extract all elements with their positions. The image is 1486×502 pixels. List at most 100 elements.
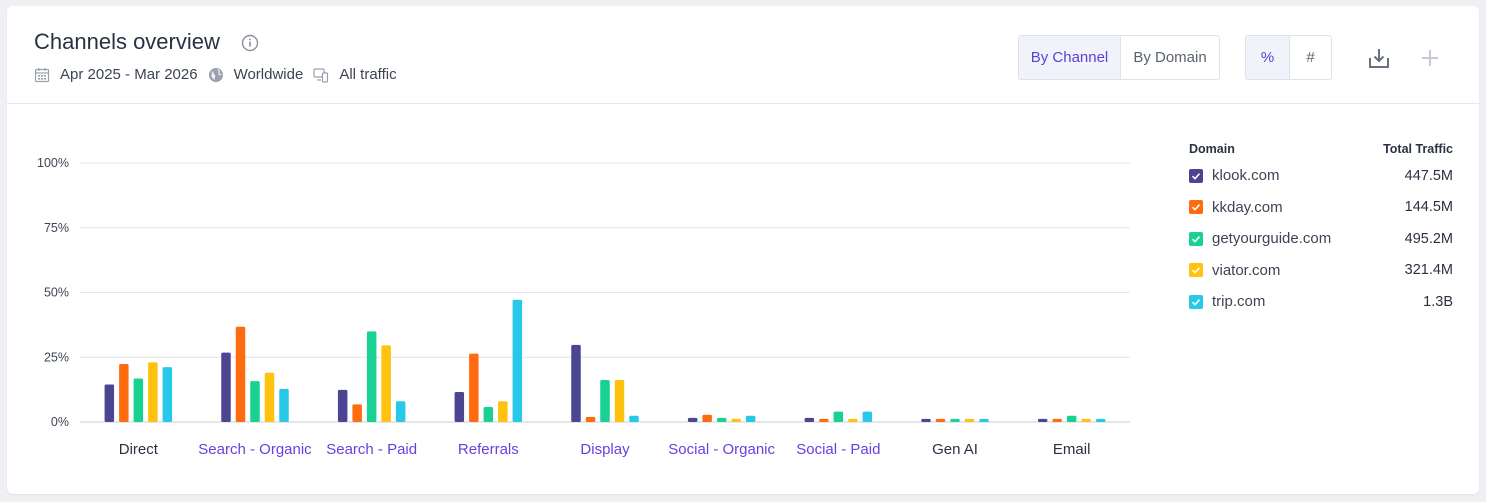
- bar-kkday-com: [1052, 418, 1062, 422]
- bar-getyourguide-com: [1066, 415, 1077, 422]
- bar-viator-com: [1081, 418, 1091, 422]
- bar-kkday-com: [819, 418, 829, 422]
- bar-klook-com: [337, 389, 348, 422]
- bar-getyourguide-com: [716, 417, 727, 422]
- bar-viator-com: [498, 401, 508, 422]
- y-tick-label: 0%: [51, 415, 69, 429]
- card-header: Channels overview Apr 2025 - Mar 2026 Wo…: [7, 6, 1479, 104]
- bar-getyourguide-com: [600, 380, 610, 422]
- bar-viator-com: [148, 362, 158, 422]
- legend-item[interactable]: getyourguide.com 495.2M: [1189, 223, 1453, 255]
- legend-header: Domain Total Traffic: [1189, 142, 1453, 160]
- bar-getyourguide-com: [950, 418, 960, 422]
- devices-icon: [313, 67, 329, 83]
- x-category-label[interactable]: Search - Paid: [326, 441, 417, 458]
- bar-kkday-com: [119, 363, 129, 422]
- number-button[interactable]: #: [1290, 36, 1331, 79]
- bar-viator-com: [848, 418, 858, 422]
- bar-klook-com: [687, 417, 698, 422]
- traffic-filter[interactable]: All traffic: [339, 66, 397, 83]
- y-tick-label: 75%: [44, 221, 69, 235]
- calendar-icon: [34, 67, 50, 82]
- bar-kkday-com: [235, 326, 246, 422]
- by-channel-button[interactable]: By Channel: [1019, 36, 1121, 79]
- legend-domain-name: trip.com: [1212, 293, 1266, 311]
- y-tick-label: 25%: [44, 350, 69, 364]
- checkbox-checked-icon[interactable]: [1189, 263, 1203, 278]
- bar-viator-com: [381, 345, 391, 422]
- bar-trip-com: [862, 411, 873, 422]
- bar-kkday-com: [469, 353, 479, 422]
- checkbox-checked-icon[interactable]: [1189, 231, 1203, 246]
- bar-getyourguide-com: [483, 406, 494, 422]
- bar-trip-com: [512, 299, 523, 422]
- by-domain-button[interactable]: By Domain: [1121, 36, 1219, 79]
- legend-domain-header: Domain: [1189, 142, 1235, 156]
- legend-domain-name: klook.com: [1212, 167, 1280, 185]
- bar-kkday-com: [702, 414, 712, 422]
- x-category-label: Email: [1053, 441, 1091, 458]
- percent-button[interactable]: %: [1246, 36, 1290, 79]
- view-toggle: By Channel By Domain: [1018, 35, 1220, 80]
- region-filter[interactable]: Worldwide: [233, 66, 304, 83]
- legend-item[interactable]: kkday.com 144.5M: [1189, 192, 1453, 224]
- add-icon[interactable]: [1418, 46, 1442, 70]
- bar-viator-com: [731, 418, 741, 422]
- x-category-label: Gen AI: [932, 441, 978, 458]
- legend-item[interactable]: viator.com 321.4M: [1189, 255, 1453, 287]
- checkbox-checked-icon[interactable]: [1189, 294, 1203, 309]
- legend-traffic-value: 495.2M: [1404, 230, 1453, 247]
- legend-domain-name: getyourguide.com: [1212, 230, 1332, 248]
- bar-getyourguide-com: [133, 378, 144, 422]
- bar-trip-com: [745, 415, 756, 422]
- x-category-label[interactable]: Display: [580, 441, 630, 458]
- bar-kkday-com: [935, 418, 946, 422]
- bar-trip-com: [979, 418, 989, 422]
- bar-klook-com: [571, 344, 581, 422]
- download-icon[interactable]: [1367, 46, 1391, 70]
- legend-item[interactable]: klook.com 447.5M: [1189, 160, 1453, 192]
- bar-viator-com: [264, 372, 275, 422]
- domain-legend: Domain Total Traffic klook.com 447.5M kkda…: [1189, 142, 1453, 318]
- bar-getyourguide-com: [833, 411, 844, 422]
- bar-trip-com: [162, 367, 173, 422]
- x-category-label[interactable]: Social - Organic: [668, 441, 775, 458]
- x-category-label[interactable]: Referrals: [458, 441, 519, 458]
- channels-overview-card: Channels overview Apr 2025 - Mar 2026 Wo…: [7, 6, 1479, 494]
- x-category-label: Direct: [119, 441, 159, 458]
- bar-kkday-com: [352, 404, 362, 422]
- bar-kkday-com: [585, 416, 596, 422]
- legend-traffic-value: 447.5M: [1404, 167, 1453, 184]
- bar-trip-com: [279, 388, 289, 422]
- channels-bar-chart: 0% 25% 50% 75% 100% Direct Search - Organic Sea…: [37, 156, 1130, 458]
- x-category-label[interactable]: Social - Paid: [796, 441, 880, 458]
- bar-getyourguide-com: [366, 331, 377, 422]
- bar-trip-com: [395, 401, 406, 422]
- legend-traffic-value: 321.4M: [1404, 262, 1453, 279]
- y-tick-label: 100%: [37, 156, 69, 170]
- checkbox-checked-icon[interactable]: [1189, 200, 1203, 215]
- filters-row: Apr 2025 - Mar 2026 Worldwide All traffi…: [34, 66, 407, 83]
- y-tick-label: 50%: [44, 286, 69, 300]
- page-title: Channels overview: [34, 29, 220, 54]
- bar-klook-com: [454, 391, 465, 422]
- legend-traffic-value: 1.3B: [1423, 293, 1453, 310]
- bar-klook-com: [921, 418, 931, 422]
- date-range[interactable]: Apr 2025 - Mar 2026: [60, 66, 198, 83]
- bar-viator-com: [614, 380, 625, 422]
- bar-klook-com: [1037, 418, 1048, 422]
- legend-item[interactable]: trip.com 1.3B: [1189, 286, 1453, 318]
- bar-viator-com: [964, 418, 975, 422]
- legend-traffic-header: Total Traffic: [1383, 142, 1453, 156]
- bar-klook-com: [221, 352, 231, 422]
- bar-klook-com: [104, 384, 115, 422]
- x-category-label[interactable]: Search - Organic: [198, 441, 312, 458]
- bar-trip-com: [1095, 418, 1106, 422]
- info-icon[interactable]: [241, 34, 259, 52]
- legend-domain-name: kkday.com: [1212, 198, 1283, 216]
- legend-domain-name: viator.com: [1212, 261, 1281, 279]
- globe-icon: [208, 67, 223, 82]
- checkbox-checked-icon[interactable]: [1189, 168, 1203, 183]
- unit-toggle: % #: [1245, 35, 1332, 80]
- bar-klook-com: [804, 417, 815, 422]
